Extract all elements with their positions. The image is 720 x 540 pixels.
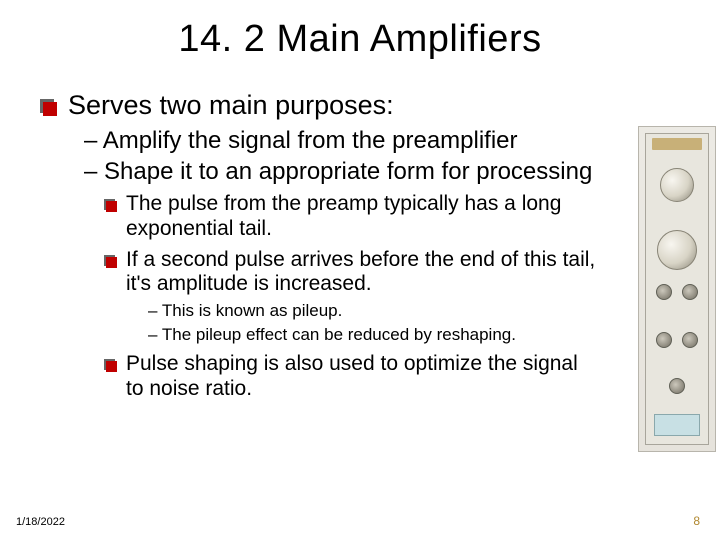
amplifier-strip-icon: [654, 414, 700, 436]
bullet-text: Serves two main purposes:: [68, 90, 394, 120]
bullet-l3: Pulse shaping is also used to optimize t…: [40, 352, 600, 402]
footer-page-number: 8: [693, 514, 700, 528]
connector-icon: [656, 284, 672, 300]
bullet-l4: – The pileup effect can be reduced by re…: [40, 325, 600, 345]
amplifier-label-icon: [652, 138, 702, 150]
amplifier-panel: [645, 133, 709, 445]
connector-icon: [656, 332, 672, 348]
connector-icon: [682, 332, 698, 348]
connector-icon: [682, 284, 698, 300]
bullet-l2: – Amplify the signal from the preamplifi…: [40, 127, 600, 155]
slide-title: 14. 2 Main Amplifiers: [20, 18, 700, 61]
bullet-l2: – Shape it to an appropriate form for pr…: [40, 158, 600, 186]
bullet-text: If a second pulse arrives before the end…: [126, 248, 595, 296]
connector-icon: [669, 378, 685, 394]
square-bullet-icon: [104, 255, 115, 266]
bullet-l1: Serves two main purposes:: [40, 89, 600, 121]
slide-body: Serves two main purposes: – Amplify the …: [20, 89, 700, 401]
bullet-l3: The pulse from the preamp typically has …: [40, 192, 600, 242]
slide: 14. 2 Main Amplifiers Serves two main pu…: [0, 0, 720, 540]
amplifier-module-photo: [638, 126, 716, 452]
square-bullet-icon: [104, 359, 115, 370]
knob-icon: [660, 168, 694, 202]
knob-icon: [657, 230, 697, 270]
bullet-text: Pulse shaping is also used to optimize t…: [126, 352, 578, 400]
footer-date: 1/18/2022: [16, 516, 65, 528]
bullet-text: The pulse from the preamp typically has …: [126, 192, 561, 240]
square-bullet-icon: [104, 199, 115, 210]
bullet-l3: If a second pulse arrives before the end…: [40, 248, 600, 298]
bullet-l4: – This is known as pileup.: [40, 301, 600, 321]
square-bullet-icon: [40, 99, 54, 113]
